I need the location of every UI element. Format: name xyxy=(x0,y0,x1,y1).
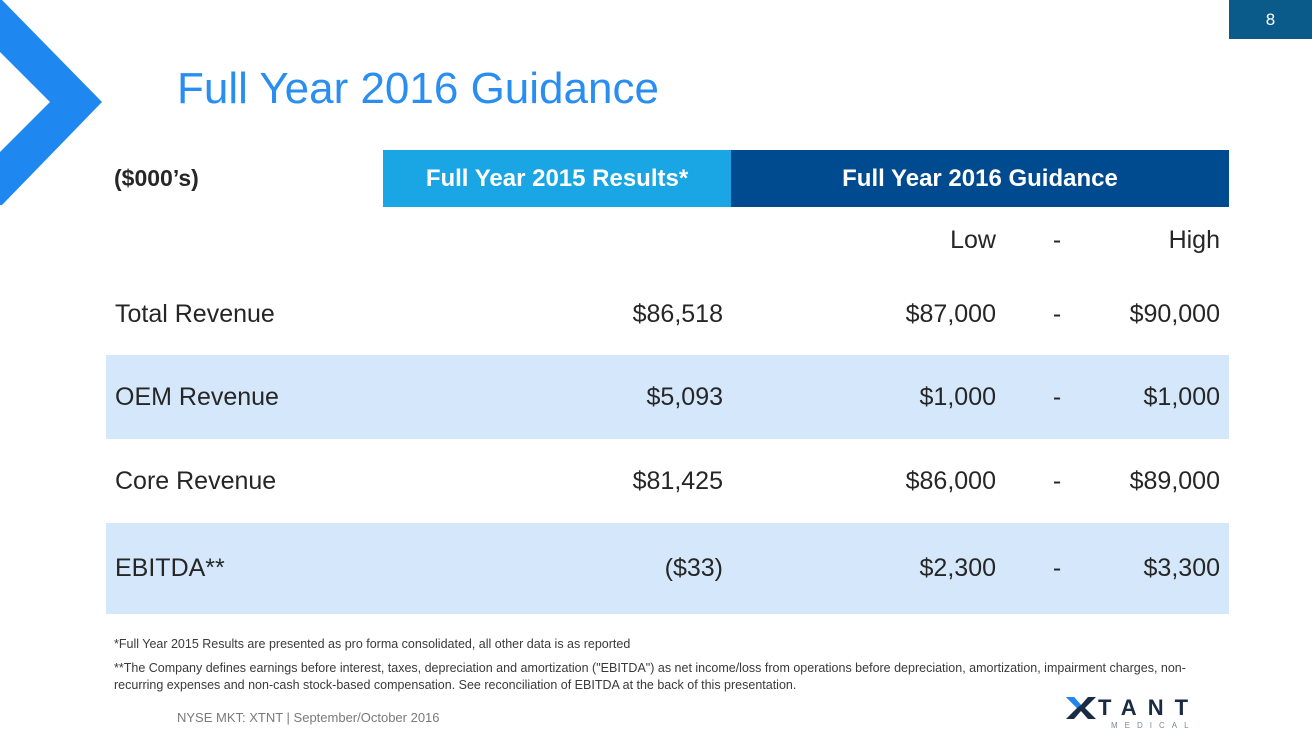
row-dash: - xyxy=(1052,382,1062,411)
row-label: Total Revenue xyxy=(115,299,275,328)
page-number: 8 xyxy=(1229,0,1312,39)
row-low-value: $86,000 xyxy=(905,466,996,495)
table-row-total-revenue: Total Revenue $86,518 $87,000 - $90,000 xyxy=(106,273,1229,355)
row-fy2015-value: $86,518 xyxy=(632,299,723,328)
row-high-value: $3,300 xyxy=(1143,554,1220,582)
row-dash: - xyxy=(1052,299,1062,328)
header-fy2016-guidance: Full Year 2016 Guidance xyxy=(731,150,1229,207)
logo-x-mark-icon xyxy=(1066,697,1096,719)
chevron-arrow-graphic xyxy=(0,0,102,205)
row-label: Core Revenue xyxy=(115,466,277,495)
logo-subtitle: MEDICAL xyxy=(1111,721,1196,730)
subheader-low: Low xyxy=(950,225,996,254)
footnote-ebitda-definition: **The Company defines earnings before in… xyxy=(114,661,1186,692)
row-label: EBITDA** xyxy=(115,554,225,582)
header-fy2015-results: Full Year 2015 Results* xyxy=(383,150,731,207)
row-label: OEM Revenue xyxy=(115,382,279,411)
units-label: ($000’s) xyxy=(114,165,199,191)
row-dash: - xyxy=(1052,554,1062,582)
row-high-value: $90,000 xyxy=(1129,299,1220,328)
row-high-value: $1,000 xyxy=(1143,382,1220,411)
table-row-oem-revenue: OEM Revenue $5,093 $1,000 - $1,000 xyxy=(106,355,1229,439)
row-low-value: $1,000 xyxy=(919,382,996,411)
subheader-row: Low - High xyxy=(106,207,1229,273)
row-high-value: $89,000 xyxy=(1129,466,1220,495)
row-low-value: $87,000 xyxy=(905,299,996,328)
slide-title: Full Year 2016 Guidance xyxy=(177,64,659,113)
row-fy2015-value: $81,425 xyxy=(632,466,723,495)
subheader-dash: - xyxy=(1052,225,1062,254)
footnote-pro-forma: *Full Year 2015 Results are presented as… xyxy=(114,637,631,651)
row-dash: - xyxy=(1052,466,1062,495)
xtant-medical-logo: TANT MEDICAL xyxy=(1066,695,1229,733)
footer-text: NYSE MKT: XTNT | September/October 2016 xyxy=(177,710,440,725)
row-fy2015-value: $5,093 xyxy=(646,382,723,411)
table-row-ebitda: EBITDA** ($33) $2,300 - $3,300 xyxy=(106,523,1229,614)
logo-wordmark: TANT xyxy=(1098,695,1200,720)
subheader-high: High xyxy=(1168,225,1220,254)
table-row-core-revenue: Core Revenue $81,425 $86,000 - $89,000 xyxy=(106,439,1229,523)
row-fy2015-value: ($33) xyxy=(664,554,723,582)
row-low-value: $2,300 xyxy=(919,554,996,582)
